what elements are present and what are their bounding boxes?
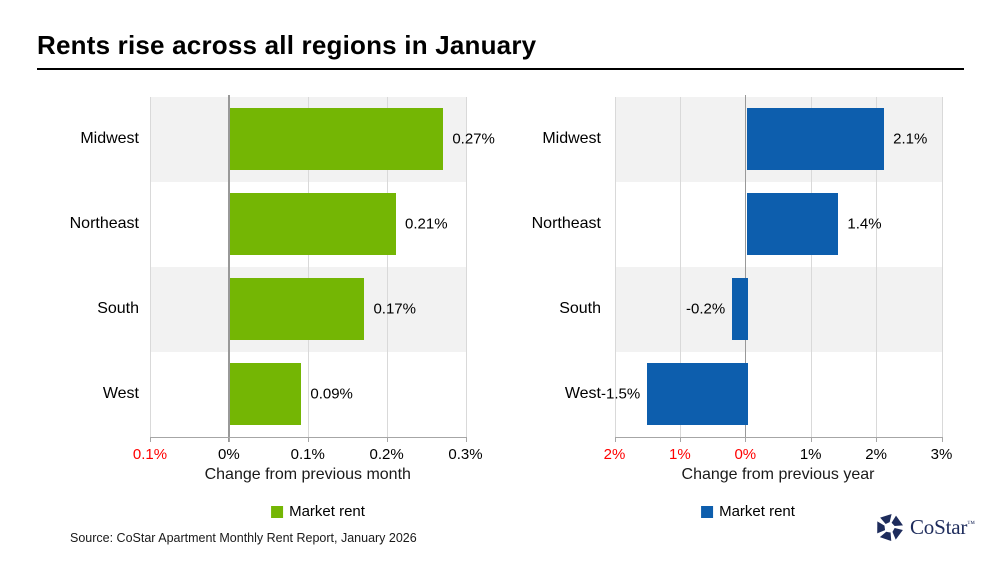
chart-0-gridline [465,97,467,437]
chart-0-value-label-northeast: 0.21% [405,215,448,233]
chart-0-zero-line [228,95,230,442]
source-note: Source: CoStar Apartment Monthly Rent Re… [70,531,417,545]
costar-logo-text: CoStar™ [910,515,975,539]
chart-1-category-label-northeast: Northeast [531,215,601,233]
chart-0-x-axis-tick [386,436,388,442]
chart-1-value-label-south: -0.2% [686,300,726,318]
chart-0-bar-midwest [230,108,444,171]
chart-0-x-axis-tick [307,436,309,442]
chart-1-legend: Market rent [701,503,795,520]
chart-0-tick-label: 0.1% [132,446,168,463]
chart-1-gridline [941,97,943,437]
chart-1-category-label-west: West [564,385,601,403]
chart-1-bar-midwest [746,108,885,171]
chart-1-x-axis-title: Change from previous year [681,466,875,483]
chart-1-gridline [876,97,878,437]
chart-1-value-label-west: -1.5% [601,385,641,403]
chart-1-bar-west [647,363,748,426]
chart-0-value-label-west: 0.09% [310,385,353,403]
chart-1-x-axis-tick [810,436,812,442]
chart-1-gridline [614,97,616,437]
chart-1-tick-label: 0% [734,446,757,463]
chart-0-category-label-northeast: Northeast [69,215,139,233]
chart-1-category-label-south: South [559,300,601,318]
chart-1-x-axis-tick [745,436,747,442]
chart-0-gridline [150,97,151,437]
chart-0-category-label-south: South [97,300,139,318]
page-title: Rents rise across all regions in January [37,30,537,60]
chart-0-bar-northeast [230,193,396,256]
chart-0-gridline [386,97,388,437]
chart-0-x-axis-tick [465,436,467,442]
chart-0-tick-label: 0.2% [369,446,404,463]
chart-1-x-axis-line [614,436,942,438]
chart-0-category-label-midwest: Midwest [80,130,139,148]
chart-1-legend-label: Market rent [719,503,795,520]
chart-1-value-label-northeast: 1.4% [847,215,882,233]
chart-1-x-axis-tick [941,436,943,442]
chart-1-legend-swatch [701,505,714,518]
chart-1-x-axis-tick [679,436,681,442]
chart-0-x-axis-tick [228,436,230,442]
chart-1-tick-label: 1% [799,446,822,463]
chart-0-category-label-west: West [102,385,139,403]
chart-1-tick-label: 3% [930,446,953,463]
chart-1-tick-label: 2% [603,446,626,463]
chart-1-tick-label: 1% [669,446,691,463]
chart-1-gridline [679,97,681,437]
chart-0-tick-label: 0% [218,446,240,463]
chart-1-tick-label: 2% [865,446,887,463]
trademark-symbol: ™ [967,519,975,528]
chart-1-value-label-midwest: 2.1% [893,130,928,148]
chart-0-legend-label: Market rent [289,503,365,520]
chart-1-zero-line [744,95,747,442]
chart-0-value-label-midwest: 0.27% [452,130,495,148]
costar-pinwheel-icon [877,514,903,541]
chart-0-legend-swatch [271,505,284,518]
chart-0-x-axis-title: Change from previous month [204,466,411,483]
chart-1-bar-south [732,278,748,341]
chart-1-category-label-midwest: Midwest [542,130,601,148]
chart-1-gridline [810,97,812,437]
chart-0-legend: Market rent [271,503,365,520]
chart-0-bar-south [230,278,365,341]
chart-1-x-axis-tick [614,436,616,442]
chart-1-x-axis-tick [876,436,878,442]
title-underline [37,68,964,70]
chart-0-gridline [307,97,309,437]
costar-logo: CoStar™ [874,512,975,543]
chart-1-row-band [614,266,942,352]
chart-0-x-axis-tick [150,436,151,442]
chart-0-tick-label: 0.1% [290,446,325,463]
chart-0-tick-label: 0.3% [448,446,483,463]
chart-0-bar-west [230,363,302,426]
chart-0-value-label-south: 0.17% [373,300,416,318]
chart-1-bar-northeast [746,193,839,256]
